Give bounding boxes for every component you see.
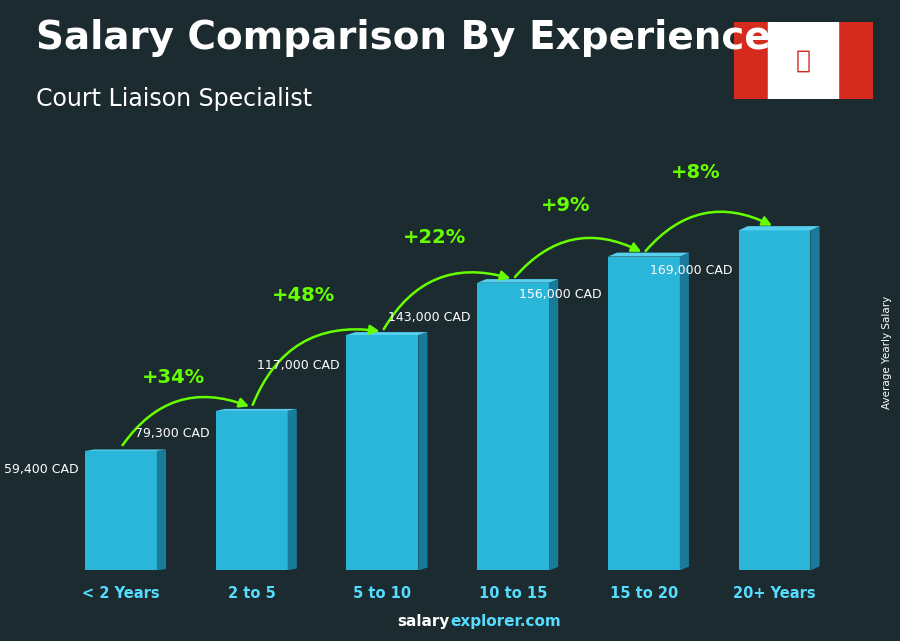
Text: 169,000 CAD: 169,000 CAD — [650, 264, 732, 278]
Text: +9%: +9% — [541, 196, 590, 215]
Polygon shape — [346, 332, 428, 335]
Text: Court Liaison Specialist: Court Liaison Specialist — [36, 87, 312, 110]
Text: explorer.com: explorer.com — [450, 615, 561, 629]
Text: 59,400 CAD: 59,400 CAD — [4, 463, 78, 476]
Polygon shape — [85, 449, 166, 451]
Polygon shape — [477, 283, 549, 570]
Text: +34%: +34% — [141, 368, 205, 387]
Text: salary: salary — [398, 615, 450, 629]
Polygon shape — [346, 335, 418, 570]
Polygon shape — [739, 230, 811, 570]
Text: +22%: +22% — [403, 228, 466, 247]
Polygon shape — [549, 279, 558, 570]
Polygon shape — [157, 449, 166, 570]
Polygon shape — [811, 226, 820, 570]
Text: 156,000 CAD: 156,000 CAD — [518, 288, 601, 301]
Bar — [838, 22, 873, 99]
Polygon shape — [739, 226, 820, 230]
Text: Average Yearly Salary: Average Yearly Salary — [881, 296, 892, 409]
Text: +8%: +8% — [671, 163, 721, 183]
Polygon shape — [477, 279, 558, 283]
Text: 🍁: 🍁 — [796, 49, 811, 73]
Text: 117,000 CAD: 117,000 CAD — [257, 358, 340, 372]
Polygon shape — [288, 409, 297, 570]
Polygon shape — [418, 332, 427, 570]
Text: +48%: +48% — [273, 286, 336, 305]
Polygon shape — [608, 253, 688, 256]
Text: 143,000 CAD: 143,000 CAD — [388, 312, 471, 324]
Text: Salary Comparison By Experience: Salary Comparison By Experience — [36, 19, 770, 57]
Bar — [734, 22, 769, 99]
Polygon shape — [608, 256, 680, 570]
Bar — [769, 22, 838, 99]
Polygon shape — [680, 253, 688, 570]
Polygon shape — [85, 451, 157, 570]
Polygon shape — [216, 411, 288, 570]
Text: 79,300 CAD: 79,300 CAD — [135, 427, 209, 440]
Polygon shape — [216, 409, 297, 411]
